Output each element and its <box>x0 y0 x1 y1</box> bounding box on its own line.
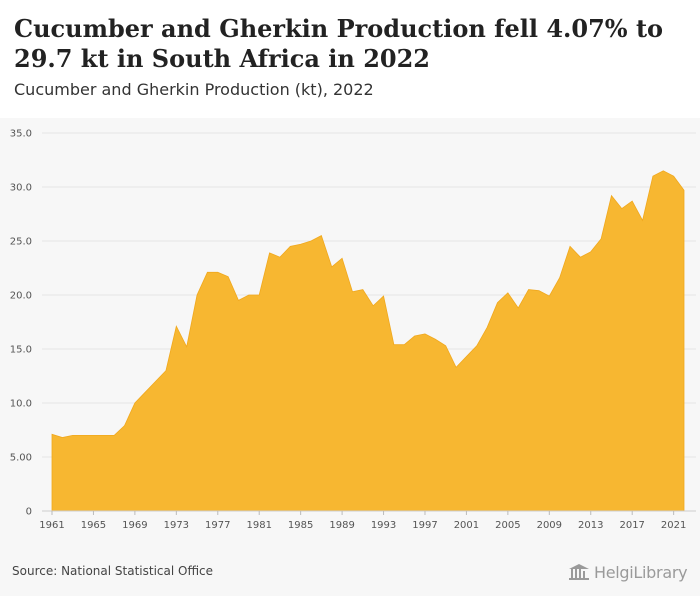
data-point <box>144 391 146 393</box>
data-point <box>279 256 281 258</box>
x-tick-label: 2017 <box>619 520 644 531</box>
data-point <box>590 251 592 253</box>
data-point <box>185 346 187 348</box>
data-point <box>382 295 384 297</box>
data-point <box>548 295 550 297</box>
data-point <box>527 288 529 290</box>
data-point <box>123 424 125 426</box>
data-point <box>538 289 540 291</box>
data-point <box>683 189 685 191</box>
data-point <box>320 234 322 236</box>
data-point <box>341 257 343 259</box>
data-point <box>61 436 63 438</box>
x-tick-label: 1981 <box>246 520 271 531</box>
data-point <box>465 355 467 357</box>
data-point <box>641 219 643 221</box>
library-building-icon <box>569 564 589 580</box>
x-tick-label: 2005 <box>495 520 520 531</box>
data-point <box>134 402 136 404</box>
data-point <box>445 345 447 347</box>
y-tick-label: 20.0 <box>10 291 32 302</box>
data-point <box>258 294 260 296</box>
data-point <box>331 266 333 268</box>
data-point <box>610 194 612 196</box>
data-point <box>82 434 84 436</box>
data-point <box>362 288 364 290</box>
data-point <box>403 343 405 345</box>
x-tick-label: 1969 <box>122 520 147 531</box>
data-point <box>217 271 219 273</box>
x-tick-label: 2009 <box>537 520 562 531</box>
x-tick-label: 1989 <box>329 520 354 531</box>
y-tick-label: 10.0 <box>10 399 32 410</box>
x-tick-label: 1977 <box>205 520 230 531</box>
data-point <box>569 245 571 247</box>
data-point <box>92 434 94 436</box>
data-point <box>372 305 374 307</box>
x-tick-label: 1985 <box>288 520 313 531</box>
data-point <box>51 433 53 435</box>
data-point <box>652 175 654 177</box>
data-point <box>268 252 270 254</box>
data-point <box>154 380 156 382</box>
y-tick-label: 35.0 <box>10 129 32 140</box>
x-tick-label: 1965 <box>81 520 106 531</box>
data-point <box>113 434 115 436</box>
x-tick-label: 1993 <box>371 520 396 531</box>
data-point <box>248 294 250 296</box>
data-point <box>227 275 229 277</box>
data-point <box>424 333 426 335</box>
y-tick-label: 30.0 <box>10 183 32 194</box>
helgi-library-logo: HelgiLibrary <box>568 560 688 584</box>
x-tick-label: 2021 <box>661 520 686 531</box>
data-point <box>517 307 519 309</box>
data-point <box>72 434 74 436</box>
y-tick-label: 0 <box>26 507 32 518</box>
data-point <box>289 245 291 247</box>
data-point <box>413 335 415 337</box>
chart-header: Cucumber and Gherkin Production fell 4.0… <box>0 0 700 118</box>
data-point <box>393 343 395 345</box>
data-point <box>600 238 602 240</box>
logo-text: HelgiLibrary <box>594 562 688 582</box>
data-point <box>175 325 177 327</box>
data-point <box>672 175 674 177</box>
data-point <box>496 301 498 303</box>
data-point <box>103 434 105 436</box>
x-tick-label: 1961 <box>39 520 64 531</box>
data-point <box>486 326 488 328</box>
data-point <box>434 338 436 340</box>
y-tick-label: 15.0 <box>10 345 32 356</box>
data-point <box>579 256 581 258</box>
data-point <box>476 345 478 347</box>
chart-title: Cucumber and Gherkin Production fell 4.0… <box>14 14 664 73</box>
source-note: Source: National Statistical Office <box>12 564 214 578</box>
x-tick-label: 2001 <box>454 520 479 531</box>
data-point <box>455 366 457 368</box>
data-point <box>299 243 301 245</box>
data-point <box>237 299 239 301</box>
y-tick-label: 5.00 <box>10 453 32 464</box>
data-point <box>196 294 198 296</box>
data-point <box>558 277 560 279</box>
data-point <box>165 369 167 371</box>
x-tick-label: 1973 <box>164 520 189 531</box>
data-point <box>631 200 633 202</box>
data-point <box>662 170 664 172</box>
y-tick-label: 25.0 <box>10 237 32 248</box>
x-tick-label: 1997 <box>412 520 437 531</box>
area-series <box>51 170 685 512</box>
data-point <box>507 292 509 294</box>
data-point <box>351 291 353 293</box>
data-point <box>621 207 623 209</box>
data-point <box>310 240 312 242</box>
x-tick-label: 2013 <box>578 520 603 531</box>
data-point <box>206 271 208 273</box>
chart-subtitle: Cucumber and Gherkin Production (kt), 20… <box>14 80 374 99</box>
